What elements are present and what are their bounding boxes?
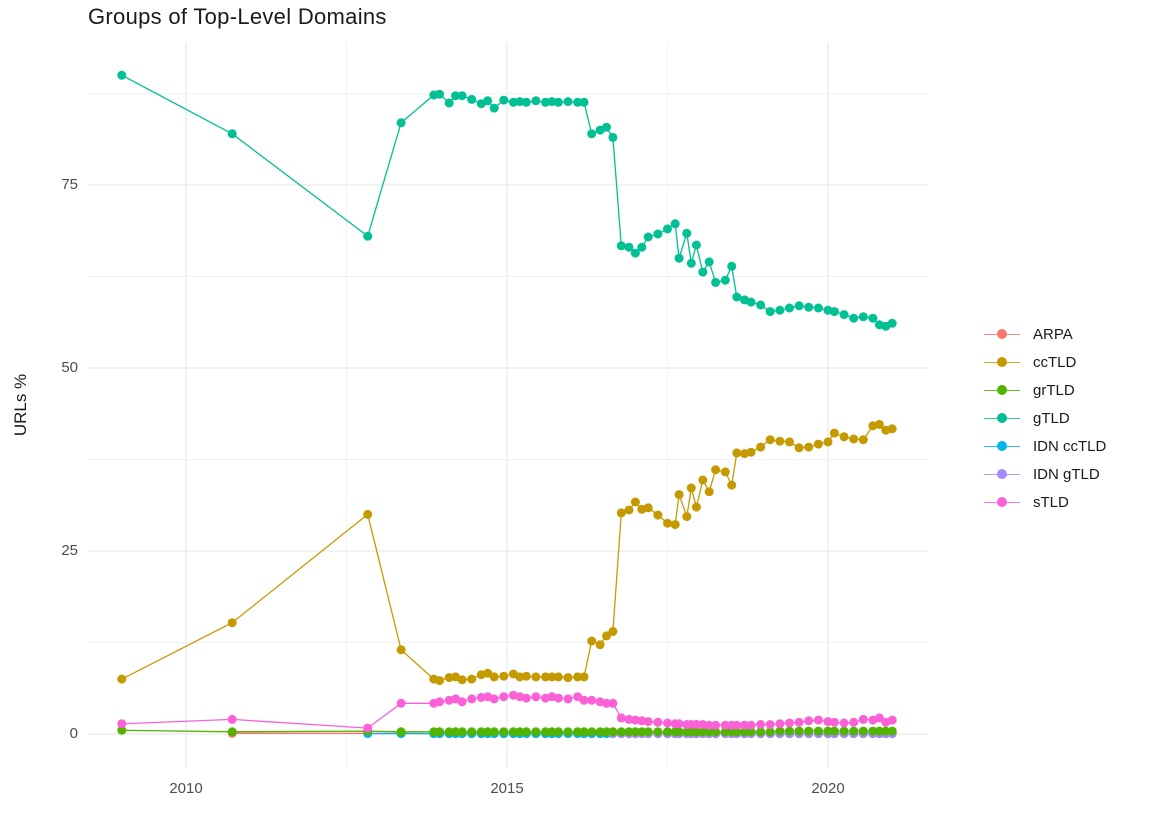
legend-item-idn-gtld: IDN gTLD <box>984 460 1106 488</box>
legend-key-icon <box>984 496 1020 508</box>
y-tick-label: 0 <box>69 725 78 742</box>
legend-item-stld: sTLD <box>984 488 1106 516</box>
legend-item-label: IDN ccTLD <box>1033 437 1107 455</box>
legend: ARPA ccTLD grTLD gTLD IDN ccTLD IDN gTLD sTLD <box>984 320 1106 516</box>
gridlines-major <box>88 42 928 768</box>
series-gtld <box>117 70 897 331</box>
legend-key-icon <box>984 328 1020 340</box>
legend-key-icon <box>984 384 1020 396</box>
y-tick-label: 25 <box>61 542 78 559</box>
legend-item-label: sTLD <box>1033 493 1069 511</box>
chart-title: Groups of Top-Level Domains <box>88 4 387 29</box>
legend-item-label: ccTLD <box>1033 353 1077 371</box>
series-cctld <box>117 419 897 686</box>
legend-item-grtld: grTLD <box>984 376 1106 404</box>
x-tick-label: 2010 <box>169 780 203 797</box>
legend-key-icon <box>984 412 1020 424</box>
legend-key-icon <box>984 468 1020 480</box>
legend-item-label: grTLD <box>1033 381 1075 399</box>
y-tick-label: 75 <box>61 176 78 193</box>
legend-item-label: gTLD <box>1033 409 1070 427</box>
y-axis-title: URLs % <box>11 373 30 437</box>
legend-key-icon <box>984 440 1020 452</box>
legend-item-arpa: ARPA <box>984 320 1106 348</box>
x-tick-label: 2020 <box>811 780 845 797</box>
series-stld <box>117 690 897 733</box>
legend-item-label: IDN gTLD <box>1033 465 1100 483</box>
legend-item-cctld: ccTLD <box>984 348 1106 376</box>
legend-item-label: ARPA <box>1033 325 1073 343</box>
legend-item-gtld: gTLD <box>984 404 1106 432</box>
y-tick-label: 50 <box>61 359 78 376</box>
legend-item-idn-cctld: IDN ccTLD <box>984 432 1106 460</box>
gridlines-minor <box>88 42 928 768</box>
series-grtld <box>117 725 897 737</box>
x-tick-label: 2015 <box>490 780 524 797</box>
legend-key-icon <box>984 356 1020 368</box>
